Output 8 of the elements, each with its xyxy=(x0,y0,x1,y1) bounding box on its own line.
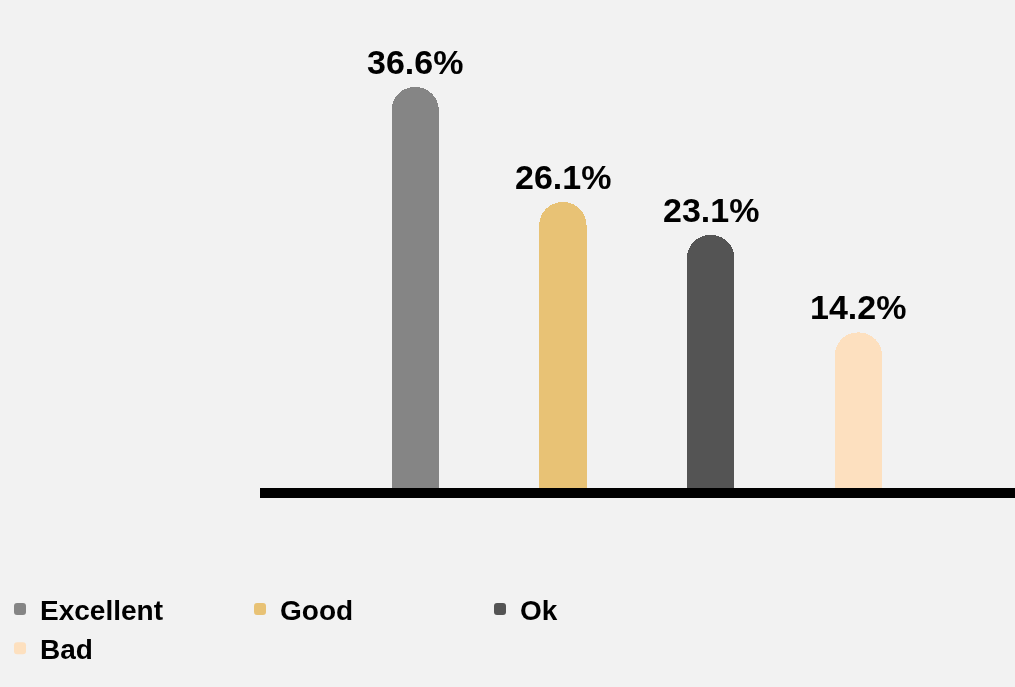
data-label: 23.1% xyxy=(663,191,760,229)
legend-label: Bad xyxy=(40,634,93,666)
data-label: 26.1% xyxy=(515,158,612,196)
legend-label: Ok xyxy=(520,594,558,626)
data-label: 36.6% xyxy=(367,43,464,81)
legend-label: Excellent xyxy=(40,594,163,626)
data-label: 14.2% xyxy=(810,288,907,326)
legend-label: Good xyxy=(280,594,354,626)
